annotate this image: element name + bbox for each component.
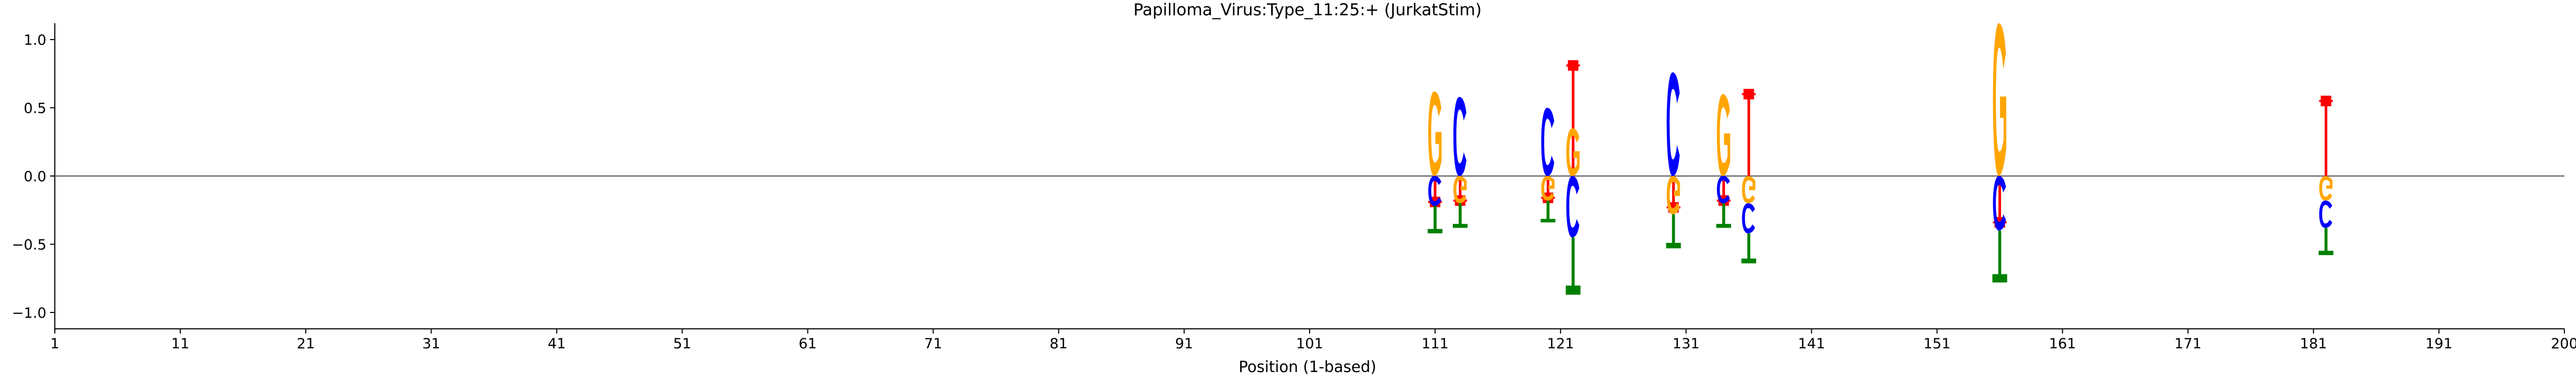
logo-letter-T-below-pos-122: [1566, 237, 1581, 295]
x-tick-label: 131: [1673, 336, 1700, 352]
chart-marks-group: [1428, 60, 2333, 228]
logo-letter-C-below-pos-122: [1566, 176, 1579, 238]
chart-letters-group: [1428, 23, 2334, 295]
logo-letter-T-below-pos-182: [2318, 228, 2334, 256]
logo-letter-G-above-pos-156: [1993, 23, 2006, 176]
logo-letter-G-below-pos-182: [2319, 176, 2333, 201]
x-tick-label: 141: [1798, 336, 1826, 352]
x-tick-label: 200: [2551, 336, 2576, 352]
x-tick-label: 161: [2049, 336, 2076, 352]
logo-letter-G-below-pos-113: [1453, 176, 1467, 203]
logo-letter-T-below-pos-120: [1540, 200, 1556, 223]
x-tick-label: 41: [548, 336, 565, 352]
x-tick-label: 101: [1296, 336, 1323, 352]
logo-letter-T-below-pos-113: [1452, 203, 1468, 228]
logo-letter-C-below-pos-156: [1993, 176, 2006, 231]
logo-letter-C-above-pos-130: [1666, 72, 1680, 176]
x-tick-label: 1: [50, 336, 59, 352]
y-tick-label: 0.5: [24, 101, 46, 117]
logo-letter-G-above-pos-122: [1566, 128, 1580, 176]
chart-ticks-group: 1 11 21 31 41 51 61 71 81 91 101 111 121 131 141 151 161…: [12, 32, 2576, 352]
logo-letter-T-below-pos-134: [1716, 203, 1731, 228]
x-tick-label: 111: [1421, 336, 1449, 352]
logo-letter-T-below-pos-156: [1992, 230, 2007, 282]
logo-letter-C-below-pos-134: [1716, 176, 1730, 203]
logo-letter-T-below-pos-111: [1428, 206, 1443, 233]
logo-letter-T-below-pos-130: [1666, 214, 1681, 249]
logo-letter-C-below-pos-111: [1428, 176, 1441, 206]
logo-letter-C-above-pos-113: [1453, 96, 1467, 176]
x-tick-label: 71: [924, 336, 942, 352]
x-tick-label: 191: [2425, 336, 2453, 352]
y-tick-label: 1.0: [24, 32, 46, 48]
logo-letter-T-below-pos-136: [1741, 233, 1757, 263]
x-tick-label: 31: [422, 336, 440, 352]
x-tick-label: 81: [1050, 336, 1068, 352]
x-tick-label: 61: [798, 336, 816, 352]
x-axis-label: Position (1-based): [1238, 358, 1376, 376]
x-tick-label: 121: [1547, 336, 1574, 352]
logo-letter-C-above-pos-120: [1541, 108, 1555, 176]
logo-letter-C-below-pos-136: [1742, 203, 1755, 233]
x-tick-label: 11: [171, 336, 189, 352]
chart-axes-group: [54, 23, 2564, 329]
y-tick-label: −1.0: [12, 305, 46, 321]
x-tick-label: 21: [297, 336, 315, 352]
x-tick-label: 51: [673, 336, 691, 352]
logo-letter-C-below-pos-182: [2319, 200, 2333, 228]
logo-letter-G-below-pos-120: [1541, 176, 1555, 201]
chart-title: Papilloma_Virus:Type_11:25:+ (JurkatStim…: [1134, 1, 1482, 19]
x-tick-label: 171: [2174, 336, 2202, 352]
logo-letter-G-below-pos-130: [1666, 176, 1680, 214]
logo-letter-G-above-pos-111: [1428, 91, 1442, 176]
y-tick-label: −0.5: [12, 237, 46, 253]
x-tick-label: 151: [1924, 336, 1951, 352]
x-tick-label: 91: [1175, 336, 1193, 352]
x-tick-label: 181: [2300, 336, 2327, 352]
y-tick-label: 0.0: [24, 169, 46, 185]
logo-letter-G-below-pos-136: [1742, 176, 1755, 203]
logo-letter-G-above-pos-134: [1716, 94, 1731, 176]
